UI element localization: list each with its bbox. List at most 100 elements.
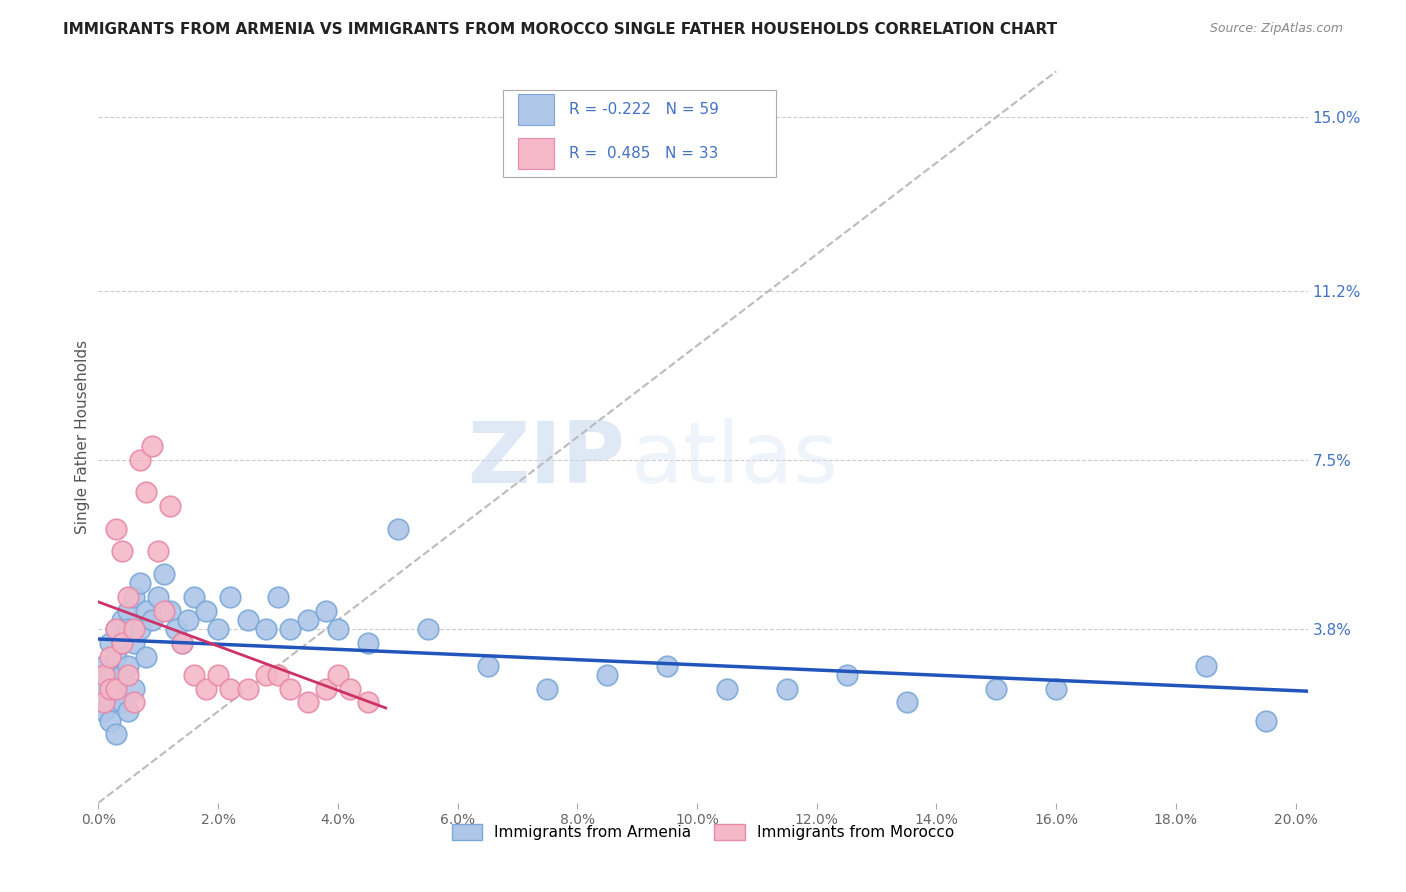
Point xyxy=(165,622,187,636)
Point xyxy=(183,590,205,604)
Point xyxy=(111,636,134,650)
Point xyxy=(129,622,152,636)
Point xyxy=(153,604,176,618)
Point xyxy=(835,667,858,681)
Text: Source: ZipAtlas.com: Source: ZipAtlas.com xyxy=(1209,22,1343,36)
Point xyxy=(183,667,205,681)
Point xyxy=(117,658,139,673)
Point xyxy=(100,681,122,696)
Legend: Immigrants from Armenia, Immigrants from Morocco: Immigrants from Armenia, Immigrants from… xyxy=(446,818,960,847)
Point xyxy=(159,499,181,513)
Point xyxy=(100,714,122,728)
Point xyxy=(100,636,122,650)
Point xyxy=(596,667,619,681)
Point xyxy=(236,681,259,696)
Point xyxy=(153,567,176,582)
Point xyxy=(267,590,290,604)
Point xyxy=(124,695,146,709)
Point xyxy=(278,622,301,636)
Point xyxy=(93,695,115,709)
Point xyxy=(195,604,218,618)
Point xyxy=(655,658,678,673)
Point xyxy=(339,681,361,696)
Point xyxy=(896,695,918,709)
Point xyxy=(207,622,229,636)
FancyBboxPatch shape xyxy=(503,90,776,178)
Text: R =  0.485   N = 33: R = 0.485 N = 33 xyxy=(569,145,718,161)
Point xyxy=(117,590,139,604)
Point xyxy=(254,667,277,681)
Point xyxy=(776,681,799,696)
Point xyxy=(105,622,128,636)
Point xyxy=(105,681,128,696)
Point xyxy=(93,658,115,673)
Point xyxy=(124,622,146,636)
Point xyxy=(141,613,163,627)
Point xyxy=(159,604,181,618)
Point xyxy=(172,636,194,650)
Point xyxy=(477,658,499,673)
Point xyxy=(1045,681,1067,696)
Point xyxy=(1254,714,1277,728)
Point xyxy=(105,622,128,636)
Point xyxy=(177,613,200,627)
Point xyxy=(219,681,242,696)
Point xyxy=(195,681,218,696)
Point xyxy=(357,695,380,709)
Point xyxy=(315,681,337,696)
Point xyxy=(254,622,277,636)
Point xyxy=(100,667,122,681)
Y-axis label: Single Father Households: Single Father Households xyxy=(75,340,90,534)
Point xyxy=(326,622,349,636)
Point xyxy=(416,622,439,636)
Point xyxy=(111,613,134,627)
Point xyxy=(100,649,122,664)
Point xyxy=(207,667,229,681)
Point xyxy=(172,636,194,650)
Point xyxy=(100,695,122,709)
Point xyxy=(111,695,134,709)
Text: R = -0.222   N = 59: R = -0.222 N = 59 xyxy=(569,102,718,117)
Point xyxy=(93,681,115,696)
Point xyxy=(148,544,170,558)
Point xyxy=(387,521,409,535)
Point xyxy=(357,636,380,650)
FancyBboxPatch shape xyxy=(517,138,554,169)
Point xyxy=(267,667,290,681)
Point xyxy=(536,681,558,696)
Point xyxy=(117,622,139,636)
Point xyxy=(135,485,157,500)
Point xyxy=(124,636,146,650)
Point xyxy=(219,590,242,604)
Point xyxy=(716,681,738,696)
Point xyxy=(111,667,134,681)
Point xyxy=(315,604,337,618)
Point xyxy=(1195,658,1218,673)
Point xyxy=(326,667,349,681)
Point xyxy=(124,681,146,696)
Point xyxy=(117,604,139,618)
Point xyxy=(135,604,157,618)
Text: IMMIGRANTS FROM ARMENIA VS IMMIGRANTS FROM MOROCCO SINGLE FATHER HOUSEHOLDS CORR: IMMIGRANTS FROM ARMENIA VS IMMIGRANTS FR… xyxy=(63,22,1057,37)
Point xyxy=(297,613,319,627)
Point xyxy=(93,705,115,719)
Point xyxy=(141,439,163,453)
Point xyxy=(117,667,139,681)
Point xyxy=(124,590,146,604)
Point xyxy=(278,681,301,696)
Point xyxy=(93,667,115,681)
Text: ZIP: ZIP xyxy=(467,417,624,500)
Point xyxy=(148,590,170,604)
Point xyxy=(117,705,139,719)
Point xyxy=(236,613,259,627)
Point xyxy=(105,649,128,664)
FancyBboxPatch shape xyxy=(517,94,554,125)
Point xyxy=(105,727,128,741)
Point xyxy=(111,544,134,558)
Point xyxy=(129,576,152,591)
Point xyxy=(297,695,319,709)
Point xyxy=(111,636,134,650)
Text: atlas: atlas xyxy=(630,417,838,500)
Point xyxy=(135,649,157,664)
Point xyxy=(105,521,128,535)
